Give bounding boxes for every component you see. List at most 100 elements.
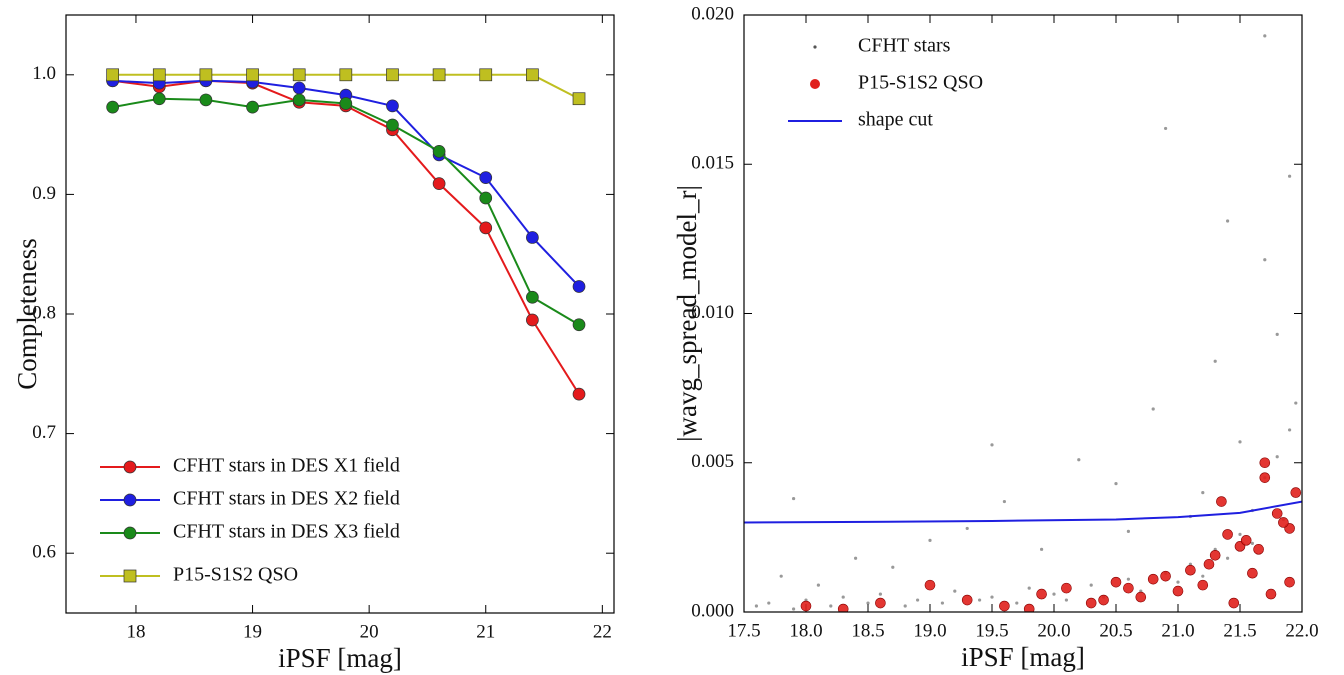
y-tick-label: 0.020 (691, 3, 734, 24)
star-point (1226, 556, 1230, 560)
qso-point (1209, 549, 1221, 561)
x-axis-label: iPSF [mag] (278, 643, 402, 673)
y-tick-label: 0.005 (691, 451, 734, 472)
star-point (754, 604, 759, 608)
star-point (1213, 359, 1217, 363)
star-point (1126, 577, 1130, 581)
x-tick-label: 22 (593, 621, 612, 642)
qso-point (924, 579, 936, 591)
marker (572, 387, 586, 401)
marker (339, 97, 353, 110)
marker (432, 177, 446, 190)
qso-point (875, 597, 886, 609)
star-point (1052, 592, 1056, 596)
marker (479, 221, 493, 235)
star-point (792, 607, 796, 611)
legend-marker (123, 460, 137, 474)
qso-point (961, 594, 973, 606)
x-axis-label: iPSF [mag] (961, 642, 1085, 672)
legend-label: CFHT stars (858, 35, 951, 57)
star-point (767, 601, 771, 605)
marker (479, 191, 493, 205)
marker (572, 92, 586, 106)
x-tick-label: 21.5 (1223, 620, 1256, 641)
marker (199, 68, 213, 82)
marker (572, 318, 586, 332)
legend-label: CFHT stars in DES X2 field (173, 488, 400, 510)
star-point (1288, 174, 1292, 178)
star-point (1238, 532, 1242, 536)
star-point (866, 601, 870, 605)
series-line (112, 97, 580, 326)
star-point (1151, 407, 1155, 411)
qso-point (1110, 576, 1122, 588)
x-tick-label: 19.0 (913, 620, 946, 641)
star-point (841, 595, 845, 599)
star-point (1002, 499, 1007, 504)
qso-point (999, 600, 1010, 612)
marker (479, 171, 493, 185)
star-point (1288, 428, 1292, 432)
x-tick-label: 20.5 (1099, 620, 1132, 641)
star-point (1201, 574, 1205, 578)
marker (292, 68, 306, 82)
qso-point (1023, 603, 1035, 612)
qso-point (800, 600, 812, 612)
legend-marker (123, 526, 137, 540)
shape-cut-line (744, 500, 1302, 524)
qso-point (1240, 535, 1252, 546)
y-tick-label: 0.8 (32, 302, 56, 323)
marker (572, 280, 586, 293)
qso-point (1222, 529, 1233, 540)
star-point (1114, 482, 1118, 486)
star-point (916, 598, 920, 602)
qso-point (1247, 567, 1258, 579)
star-point (854, 556, 858, 560)
qso-point (1147, 573, 1159, 585)
legend-label: CFHT stars in DES X1 field (173, 455, 400, 477)
star-point (1089, 583, 1093, 587)
star-point (779, 574, 783, 578)
marker (432, 68, 446, 82)
marker (386, 99, 399, 113)
series-line (112, 79, 580, 395)
x-tick-label: 22.0 (1285, 620, 1318, 641)
marker (292, 93, 306, 107)
qso-point (1098, 594, 1109, 606)
x-tick-label: 18.5 (851, 620, 884, 641)
marker (199, 93, 213, 107)
legend-label: CFHT stars in DES X3 field (173, 521, 400, 543)
marker (386, 118, 399, 132)
qso-point (1172, 585, 1184, 597)
legend-label: P15-S1S2 QSO (858, 72, 983, 94)
qso-point (1271, 508, 1283, 519)
marker (152, 68, 166, 82)
star-point (1263, 258, 1267, 262)
legend-label: P15-S1S2 QSO (173, 564, 298, 586)
x-tick-label: 19.5 (975, 620, 1008, 641)
star-point (891, 565, 895, 569)
y-tick-label: 0.7 (32, 422, 56, 443)
star-point (1226, 219, 1230, 223)
y-tick-label: 0.015 (691, 153, 734, 174)
qso-point (1197, 579, 1209, 591)
x-tick-label: 21.0 (1161, 620, 1194, 641)
y-axis-label: |wavg_spread_model_r| (672, 185, 702, 442)
star-point (829, 604, 833, 608)
star-point (816, 583, 821, 587)
marker (526, 68, 539, 82)
qso-point (1216, 496, 1227, 507)
star-point (1201, 491, 1205, 495)
qso-point (1290, 487, 1302, 498)
x-tick-label: 18.0 (789, 620, 822, 641)
marker (479, 68, 493, 82)
qso-point (1265, 588, 1277, 600)
qso-point (1185, 564, 1196, 576)
x-tick-label: 21 (476, 621, 495, 642)
legend-marker (123, 569, 137, 583)
y-tick-label: 1.0 (32, 63, 56, 84)
star-point (1294, 401, 1298, 405)
marker (526, 313, 539, 327)
legend-marker (810, 79, 820, 89)
qso-point (837, 603, 849, 612)
